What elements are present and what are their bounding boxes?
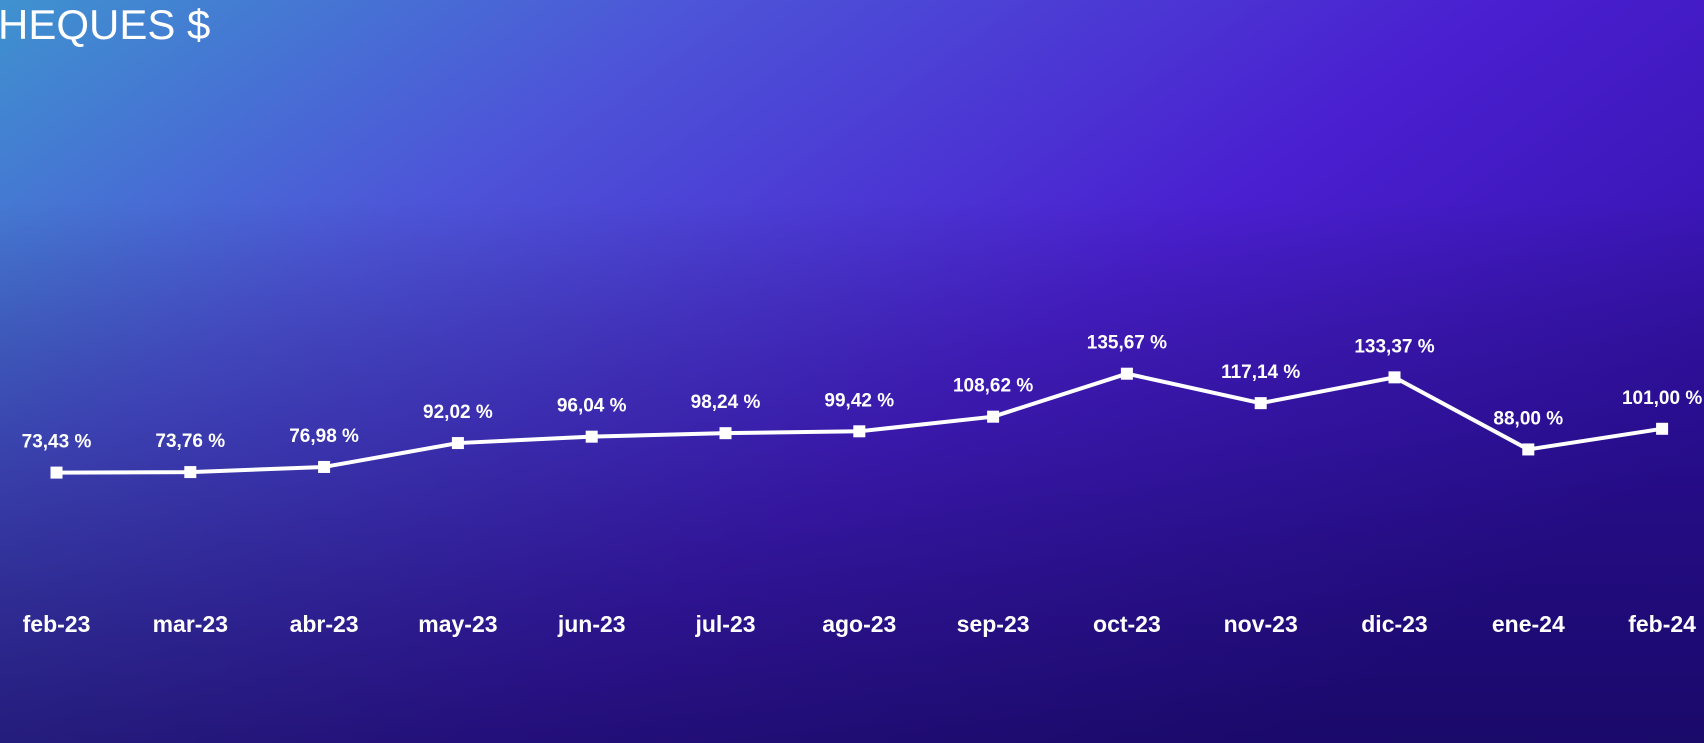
x-tick-label: ene-24 — [1492, 611, 1565, 637]
data-point — [1656, 422, 1669, 435]
data-point — [1522, 443, 1535, 456]
data-label: 73,43 % — [22, 432, 92, 453]
data-label: 92,02 % — [423, 402, 493, 423]
data-point — [184, 466, 197, 479]
data-point — [50, 466, 63, 479]
x-tick-label: feb-24 — [1628, 611, 1696, 637]
x-tick-label: ago-23 — [822, 611, 896, 637]
data-label: 133,37 % — [1354, 336, 1434, 357]
data-label: 98,24 % — [691, 392, 761, 413]
data-label: 76,98 % — [289, 426, 359, 447]
data-point — [585, 430, 598, 443]
data-label: 73,76 % — [155, 431, 225, 452]
background-shade — [0, 200, 1704, 743]
x-tick-label: nov-23 — [1224, 611, 1298, 637]
x-tick-label: sep-23 — [957, 611, 1030, 637]
data-label: 117,14 % — [1221, 362, 1300, 383]
data-point — [1388, 371, 1401, 384]
data-label: 99,42 % — [824, 390, 894, 411]
data-point — [987, 410, 1000, 423]
x-tick-label: abr-23 — [290, 611, 359, 637]
data-point — [318, 460, 331, 473]
data-point — [719, 427, 732, 440]
data-point — [1120, 367, 1133, 380]
x-tick-label: may-23 — [418, 611, 497, 637]
data-point — [853, 425, 866, 438]
x-tick-label: dic-23 — [1361, 611, 1427, 637]
data-label: 108,62 % — [953, 376, 1033, 397]
x-tick-label: mar-23 — [153, 611, 228, 637]
chart-title: HEQUES $ — [0, 1, 210, 48]
x-tick-label: feb-23 — [23, 611, 91, 637]
x-tick-label: oct-23 — [1093, 611, 1161, 637]
data-label: 135,67 % — [1087, 333, 1167, 354]
data-label: 96,04 % — [557, 396, 627, 417]
x-tick-label: jun-23 — [557, 611, 626, 637]
data-label: 88,00 % — [1493, 408, 1563, 429]
data-point — [451, 437, 464, 450]
data-point — [1254, 397, 1267, 410]
data-label: 101,00 % — [1622, 388, 1702, 409]
x-tick-label: jul-23 — [694, 611, 755, 637]
